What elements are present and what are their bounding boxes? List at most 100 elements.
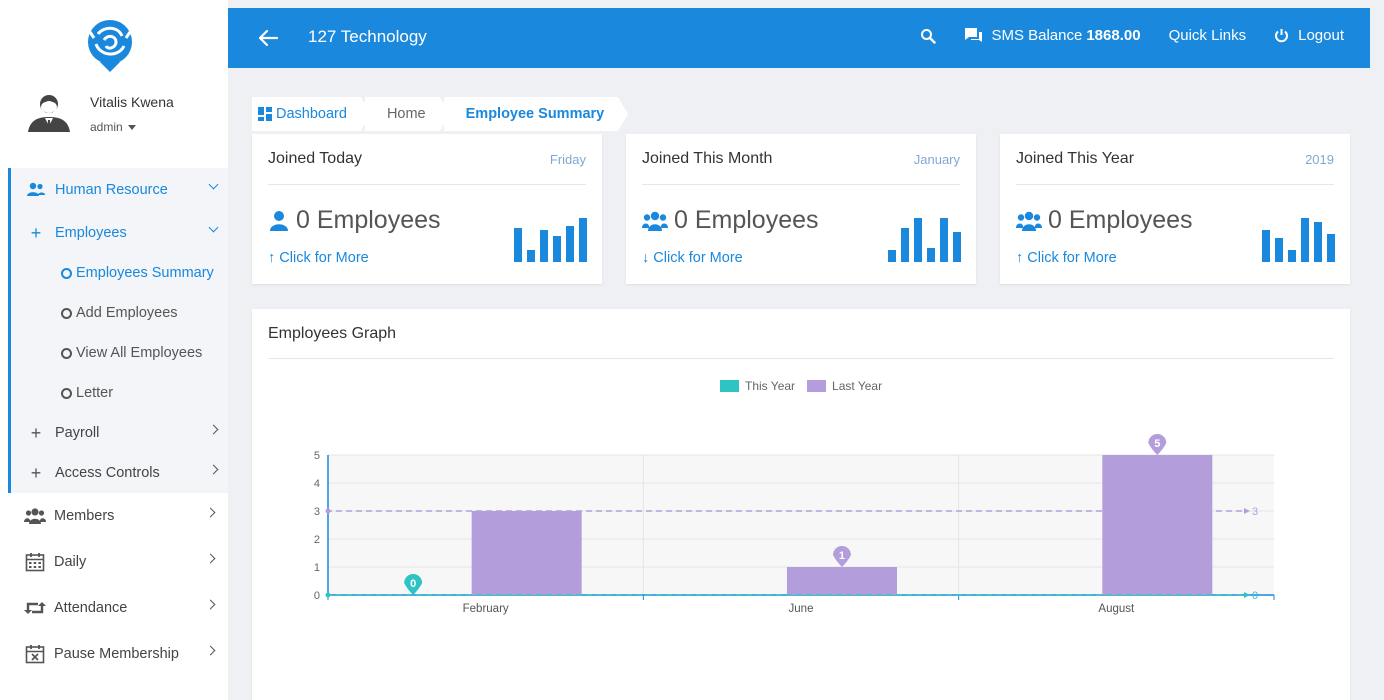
caret-down-icon <box>127 125 136 131</box>
arrow-down-icon: ↓ <box>642 250 650 266</box>
click-for-more-link[interactable]: ↑ Click for More <box>1016 250 1117 266</box>
breadcrumb-employee-summary: Employee Summary <box>443 97 628 131</box>
sidebar-item-label: Employees <box>55 225 127 241</box>
sidebar-item-label: Pause Membership <box>54 646 179 662</box>
card-subtitle: Friday <box>549 152 586 167</box>
average-line-label: 3 <box>1252 506 1258 518</box>
legend-item-this-year[interactable]: This Year <box>720 379 795 393</box>
plus-icon: + <box>30 462 42 483</box>
x-tick-label: February <box>463 603 509 615</box>
divider <box>642 184 960 185</box>
chevron-right-icon <box>205 507 216 518</box>
sidebar-item-label: Attendance <box>54 600 128 616</box>
rose-logo-icon <box>88 20 132 72</box>
sidebar-item-payroll[interactable]: + Payroll <box>25 413 231 453</box>
top-navbar: 127 Technology SMS Balance 1868.00 Quick… <box>228 8 1370 68</box>
quick-links-button[interactable]: Quick Links <box>1168 27 1247 44</box>
sms-balance-amount: 1868.00 <box>1086 27 1141 44</box>
max-marker-pin <box>404 574 423 595</box>
logout-button[interactable]: Logout <box>1274 27 1344 44</box>
sidebar-subitem-employees-summary[interactable]: Employees Summary <box>61 255 231 291</box>
y-tick-label: 3 <box>314 506 320 518</box>
arrow-up-icon: ↑ <box>1016 250 1024 266</box>
sidebar-item-members[interactable]: Members <box>24 496 228 536</box>
legend-label: This Year <box>745 379 796 393</box>
chevron-right-icon <box>205 599 216 610</box>
stat-card-joined-this-year: Joined This Year 2019 0 Employees ↑ Clic… <box>1000 134 1350 284</box>
sidebar: Vitalis Kwena admin Human Resource + Emp… <box>0 0 228 700</box>
card-count-text: 0 Employees <box>674 206 819 234</box>
click-for-more-link[interactable]: ↓ Click for More <box>642 250 743 266</box>
sidebar-subitem-letter[interactable]: Letter <box>61 375 231 411</box>
average-line-arrow <box>1244 508 1250 514</box>
divider <box>268 184 586 185</box>
sidebar-item-label: Payroll <box>55 425 100 441</box>
calendar-icon <box>24 551 46 573</box>
sidebar-item-human-resource[interactable]: Human Resource <box>25 170 231 210</box>
chevron-right-icon <box>205 553 216 564</box>
click-for-more-label: Click for More <box>1027 250 1117 266</box>
legend-swatch <box>720 380 739 392</box>
avatar-icon <box>28 95 70 132</box>
y-tick-label: 5 <box>314 450 320 462</box>
chart-legend: This Year Last Year <box>720 379 894 393</box>
stat-card-joined-this-month: Joined This Month January 0 Employees ↓ … <box>626 134 976 284</box>
card-count: 0 Employees <box>268 206 441 235</box>
average-line-start <box>325 592 331 598</box>
search-icon <box>921 28 937 44</box>
chevron-down-icon <box>208 179 219 190</box>
y-tick-label: 4 <box>314 478 320 490</box>
plus-icon: + <box>30 422 42 443</box>
mini-bar-chart-icon <box>514 218 587 262</box>
breadcrumb-label: Employee Summary <box>465 106 605 122</box>
card-subtitle: January <box>913 152 960 167</box>
sidebar-item-label: Daily <box>54 554 87 570</box>
y-tick-label: 2 <box>314 534 320 546</box>
employees-graph-card: Employees Graph This Year Last Year 0 1 2 3… <box>252 309 1350 700</box>
logout-label: Logout <box>1298 27 1344 44</box>
divider <box>1016 184 1334 185</box>
users-icon <box>1016 211 1042 231</box>
sidebar-item-label: Human Resource <box>55 182 168 198</box>
employees-bar-chart: 0 1 2 3 4 5 February June August 3 0 0 1 5 <box>314 434 1275 615</box>
click-for-more-link[interactable]: ↑ Click for More <box>268 250 369 266</box>
chevron-right-icon <box>205 645 216 656</box>
retweet-icon <box>24 597 46 619</box>
graph-title: Employees Graph <box>268 325 397 342</box>
x-tick-label: August <box>1098 603 1135 615</box>
back-arrow-icon[interactable] <box>256 26 280 50</box>
sidebar-item-employees[interactable]: + Employees <box>25 213 231 253</box>
bar-last-year <box>786 567 897 595</box>
sidebar-subitem-label: Letter <box>76 385 114 401</box>
breadcrumb-dashboard[interactable]: Dashboard <box>252 97 371 131</box>
sidebar-item-daily[interactable]: Daily <box>24 542 228 582</box>
arrow-up-icon: ↑ <box>268 250 276 266</box>
max-marker-label: 0 <box>410 578 416 590</box>
chat-icon <box>965 28 983 42</box>
breadcrumb-home[interactable]: Home <box>364 97 450 131</box>
max-marker-pin <box>832 546 851 567</box>
top-actions: SMS Balance 1868.00 Quick Links Logout <box>892 27 1344 44</box>
user-role-dropdown[interactable]: admin <box>90 120 136 134</box>
card-count: 0 Employees <box>1016 206 1193 235</box>
sidebar-item-access-controls[interactable]: + Access Controls <box>25 453 231 493</box>
users-icon <box>25 179 47 201</box>
max-marker-label: 5 <box>1154 438 1160 450</box>
card-title: Joined This Year <box>1016 150 1135 167</box>
power-icon <box>1275 29 1289 43</box>
company-name: 127 Technology <box>308 27 427 46</box>
sidebar-item-pause-membership[interactable]: Pause Membership <box>24 634 228 674</box>
sidebar-subitem-add-employees[interactable]: Add Employees <box>61 295 231 331</box>
sidebar-subitem-view-all-employees[interactable]: View All Employees <box>61 335 231 371</box>
card-title: Joined This Month <box>642 150 773 167</box>
sidebar-item-label: Access Controls <box>55 465 160 481</box>
card-title: Joined Today <box>268 150 362 167</box>
click-for-more-label: Click for More <box>279 250 369 266</box>
sms-balance[interactable]: SMS Balance 1868.00 <box>964 27 1141 44</box>
search-button[interactable] <box>920 28 937 44</box>
y-tick-label: 0 <box>314 590 320 602</box>
sidebar-item-attendance[interactable]: Attendance <box>24 588 228 628</box>
user-profile[interactable]: Vitalis Kwena admin <box>26 90 226 140</box>
legend-item-last-year[interactable]: Last Year <box>807 379 882 393</box>
circle-icon <box>61 267 72 279</box>
